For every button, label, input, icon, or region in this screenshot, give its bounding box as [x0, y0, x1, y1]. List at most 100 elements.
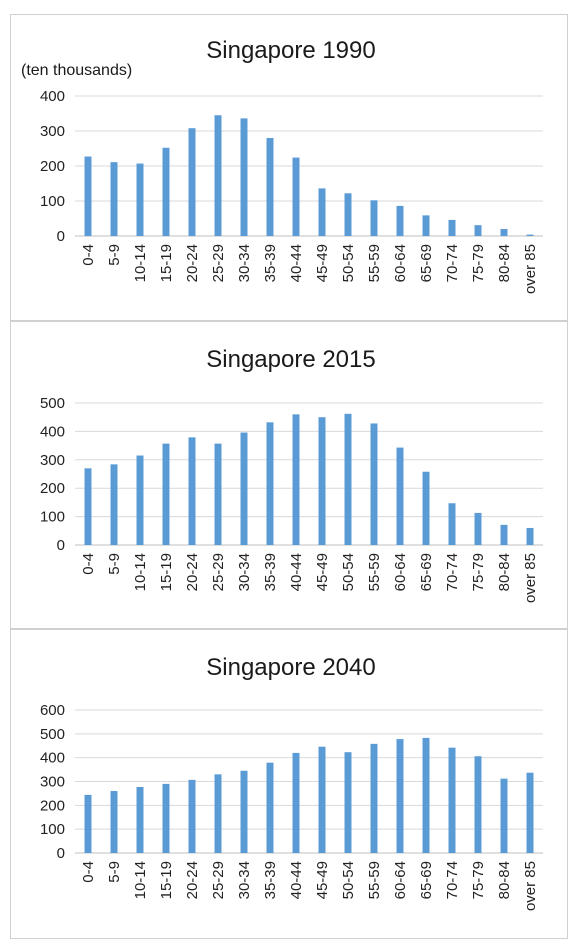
- x-tick-label: 30-34: [236, 244, 253, 282]
- bar: [318, 417, 326, 545]
- bar: [240, 770, 248, 853]
- bar: [292, 414, 300, 545]
- bar: [500, 229, 508, 236]
- x-tick-label: 15-19: [158, 553, 175, 591]
- bar: [84, 156, 92, 236]
- x-tick-label: 40-44: [288, 861, 305, 899]
- bar: [396, 739, 404, 853]
- x-tick-label: 5-9: [106, 861, 123, 883]
- bar: [448, 503, 456, 545]
- x-tick-label: 50-54: [340, 244, 357, 282]
- x-tick-label: 45-49: [314, 553, 331, 591]
- x-tick-label: over 85: [522, 553, 539, 603]
- x-tick-label: 30-34: [236, 861, 253, 899]
- x-tick-label: 45-49: [314, 861, 331, 899]
- y-tick-label: 200: [40, 797, 65, 814]
- bar: [448, 747, 456, 853]
- bar: [474, 512, 482, 545]
- bar: [344, 193, 352, 236]
- bar: [84, 468, 92, 545]
- bar: [396, 205, 404, 236]
- bar: [110, 162, 118, 236]
- x-tick-label: 10-14: [132, 861, 149, 899]
- bar: [136, 455, 144, 545]
- x-tick-label: 65-69: [418, 553, 435, 591]
- bar: [110, 791, 118, 853]
- bar: [240, 432, 248, 545]
- x-tick-label: 10-14: [132, 553, 149, 591]
- bar: [188, 779, 196, 853]
- bar: [188, 437, 196, 545]
- bar: [422, 737, 430, 853]
- bar: [240, 118, 248, 236]
- bar: [526, 234, 534, 236]
- bar: [318, 746, 326, 853]
- x-tick-label: 10-14: [132, 244, 149, 282]
- bar: [214, 443, 222, 545]
- x-tick-label: 75-79: [470, 861, 487, 899]
- unit-label: (ten thousands): [21, 62, 132, 79]
- y-tick-label: 400: [40, 750, 65, 767]
- bar: [474, 225, 482, 236]
- bar: [266, 762, 274, 853]
- x-tick-label: 35-39: [262, 553, 279, 591]
- bar: [500, 778, 508, 853]
- bar: [500, 524, 508, 545]
- bar: [344, 752, 352, 853]
- x-tick-label: 20-24: [184, 244, 201, 282]
- x-tick-label: 75-79: [470, 553, 487, 591]
- y-tick-label: 600: [40, 702, 65, 719]
- bar: [526, 527, 534, 545]
- x-tick-label: 15-19: [158, 861, 175, 899]
- bar: [214, 115, 222, 236]
- x-tick-label: 35-39: [262, 861, 279, 899]
- chart-panel-1990: Singapore 1990 (ten thousands) 0 100 200 30…: [10, 14, 568, 321]
- chart-panel-2040: Singapore 2040 0 100 200 300 400 500 600 0-4 5-9…: [10, 629, 568, 939]
- bar: [110, 464, 118, 545]
- y-tick-label: 300: [40, 452, 65, 469]
- x-tick-label: 25-29: [210, 861, 227, 899]
- x-tick-label: 20-24: [184, 861, 201, 899]
- chart-title: Singapore 1990: [206, 37, 375, 64]
- bar: [370, 200, 378, 236]
- x-tick-label: 70-74: [444, 861, 461, 899]
- x-tick-label: 45-49: [314, 244, 331, 282]
- x-tick-label: 40-44: [288, 244, 305, 282]
- x-tick-label: 55-59: [366, 244, 383, 282]
- x-tick-label: 55-59: [366, 553, 383, 591]
- x-tick-label: over 85: [522, 861, 539, 911]
- bar: [526, 772, 534, 853]
- x-tick-label: 5-9: [106, 244, 123, 266]
- x-tick-label: 0-4: [80, 861, 97, 883]
- x-tick-label: 50-54: [340, 553, 357, 591]
- bar: [136, 786, 144, 853]
- y-tick-label: 400: [40, 88, 65, 105]
- x-tick-label: 40-44: [288, 553, 305, 591]
- bar: [474, 756, 482, 853]
- chart-panel-2015: Singapore 2015 0 100 200 300 400 500 0-4 5-9 10-…: [10, 321, 568, 629]
- bar: [214, 774, 222, 853]
- x-tick-label: 75-79: [470, 244, 487, 282]
- x-tick-label: 60-64: [392, 861, 409, 899]
- y-tick-label: 400: [40, 423, 65, 440]
- x-tick-label: 80-84: [496, 861, 513, 899]
- bar: [136, 163, 144, 236]
- chart-2015: Singapore 2015 0 100 200 300 400 500 0-4 5-9 10-…: [40, 346, 543, 603]
- chart-title: Singapore 2040: [206, 654, 375, 681]
- x-tick-label: 65-69: [418, 861, 435, 899]
- bar: [266, 138, 274, 236]
- y-tick-label: 200: [40, 480, 65, 497]
- x-tick-label: 25-29: [210, 244, 227, 282]
- y-tick-label: 300: [40, 123, 65, 140]
- chart-title: Singapore 2015: [206, 346, 375, 373]
- bar: [422, 215, 430, 236]
- x-tick-label: 60-64: [392, 244, 409, 282]
- chart-1990: Singapore 1990 (ten thousands) 0 100 200 30…: [21, 37, 543, 294]
- x-tick-label: 20-24: [184, 553, 201, 591]
- y-tick-label: 200: [40, 158, 65, 175]
- y-tick-label: 0: [57, 537, 65, 554]
- bar: [370, 743, 378, 853]
- bar: [292, 157, 300, 236]
- x-tick-label: 5-9: [106, 553, 123, 575]
- x-tick-label: 15-19: [158, 244, 175, 282]
